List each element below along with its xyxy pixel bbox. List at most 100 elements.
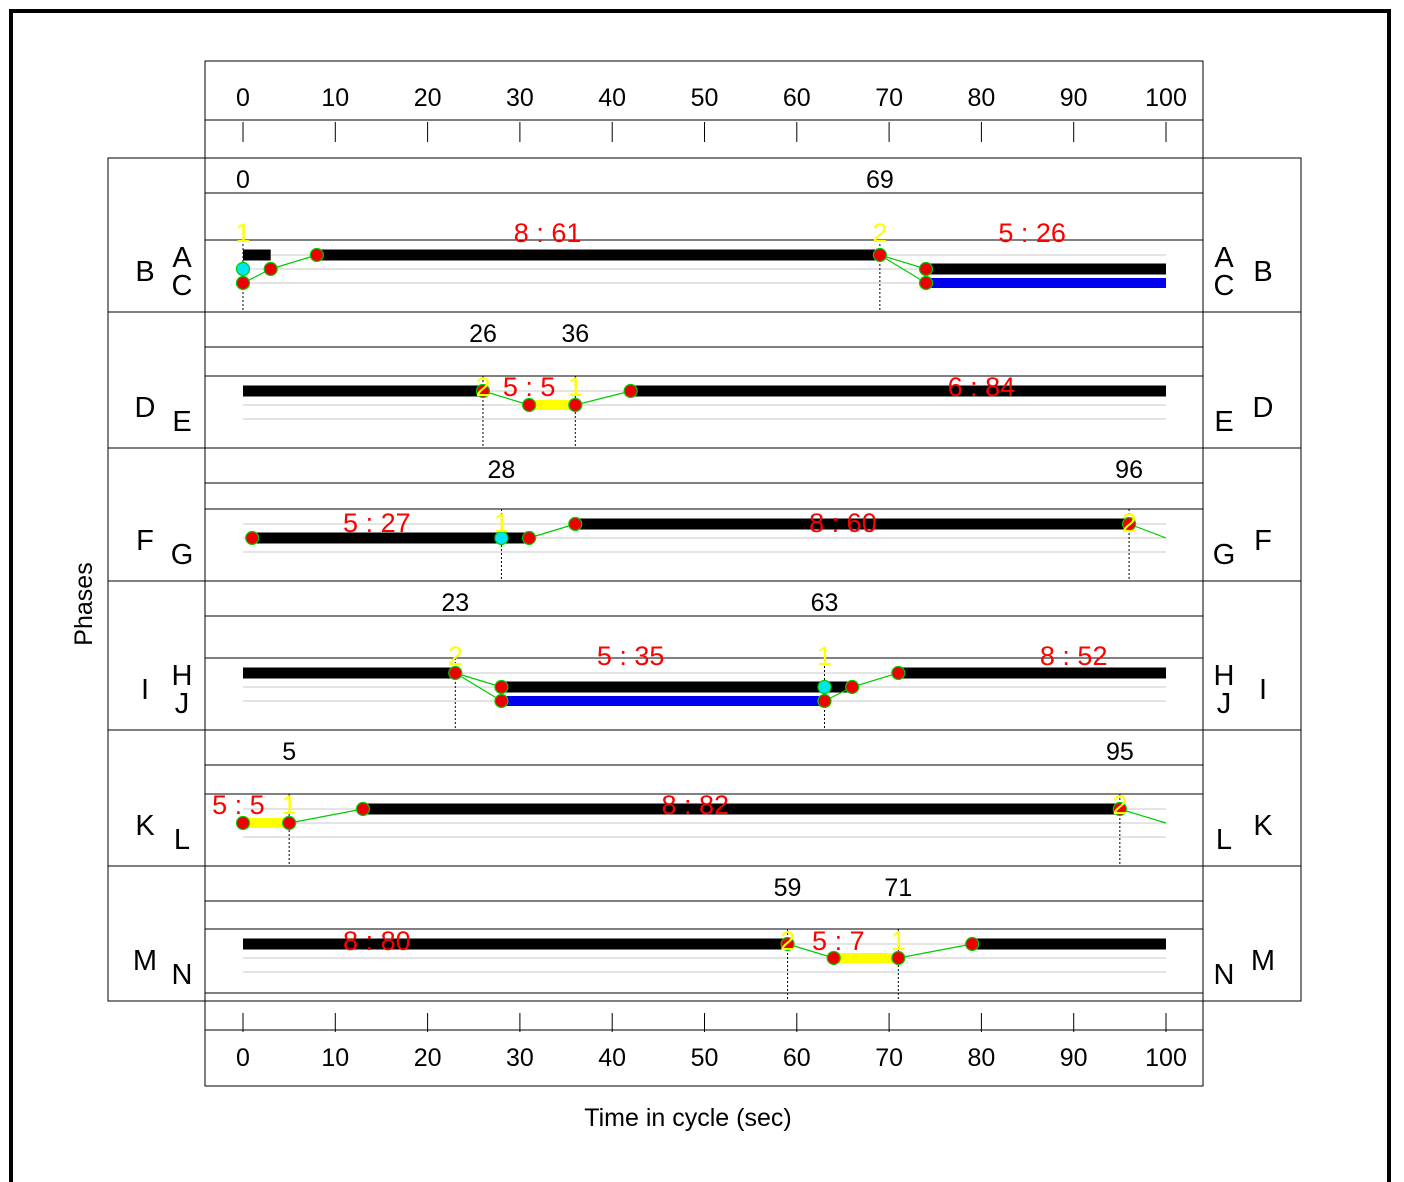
event-marker <box>845 679 860 695</box>
event-marker <box>494 679 509 695</box>
event-marker <box>235 815 251 831</box>
right-outer-phase-label: I <box>1259 674 1267 706</box>
right-outer-phase-label: K <box>1253 810 1273 842</box>
right-lower-phase-label: G <box>1213 539 1236 571</box>
transition-link <box>454 672 502 702</box>
change-time-label: 59 <box>774 874 802 902</box>
transition-link <box>575 390 631 406</box>
transition-link <box>787 943 834 959</box>
bottom-tick-label: 20 <box>414 1044 442 1072</box>
bottom-tick-label: 0 <box>236 1044 250 1072</box>
x-axis-title: Time in cycle (sec) <box>584 1104 791 1132</box>
group-outer-box <box>107 580 1302 731</box>
left-outer-phase-label: B <box>135 256 154 288</box>
event-marker <box>475 383 491 399</box>
right-outer-phase-label: F <box>1254 525 1272 557</box>
stage-label: 1 <box>568 372 583 402</box>
event-marker <box>780 936 795 952</box>
event-marker <box>872 247 887 263</box>
interval-label: 8 : 80 <box>343 926 411 956</box>
event-marker <box>891 665 906 681</box>
right-outer-phase-label: B <box>1253 256 1272 288</box>
stage-label: 1 <box>282 790 297 820</box>
transition-link <box>528 523 576 539</box>
event-marker <box>965 936 980 952</box>
left-upper-phase-label: H <box>172 660 193 692</box>
event-marker <box>817 679 832 695</box>
group-outer-box <box>107 157 1302 313</box>
change-time-label: 63 <box>811 589 839 617</box>
y-axis-title: Phases <box>70 562 98 645</box>
transition-link <box>879 254 927 270</box>
interval-label: 8 : 60 <box>809 508 877 538</box>
right-lower-phase-label: N <box>1214 959 1235 991</box>
left-upper-phase-label: A <box>172 242 192 274</box>
group-outer-box <box>107 865 1302 1002</box>
interval-label: 5 : 7 <box>812 926 865 956</box>
top-tick-label: 10 <box>321 84 349 112</box>
interval-label: 8 : 52 <box>1040 641 1108 671</box>
stage-label: 1 <box>494 508 509 538</box>
bottom-tick-label: 50 <box>691 1044 719 1072</box>
bottom-axis-box <box>204 992 1204 1087</box>
interval-label: 5 : 26 <box>998 218 1066 248</box>
event-marker <box>1112 801 1127 817</box>
top-tick-label: 40 <box>598 84 626 112</box>
phase-group: 28 961 25 : 27 8 : 60F FG G <box>107 447 1302 582</box>
transition-link <box>852 672 899 688</box>
interval-label: 5 : 35 <box>597 641 665 671</box>
transition-link <box>898 943 973 959</box>
right-lower-phase-label: J <box>1217 688 1232 720</box>
event-marker <box>263 261 278 277</box>
event-marker <box>448 665 463 681</box>
stage-label: 2 <box>1122 508 1137 538</box>
event-marker <box>826 950 841 966</box>
event-marker <box>235 261 251 277</box>
event-marker <box>245 530 260 546</box>
event-marker <box>918 261 934 277</box>
interval-label: 8 : 61 <box>514 218 582 248</box>
event-marker <box>355 801 371 817</box>
event-marker <box>623 383 638 399</box>
stage-label: 2 <box>448 641 463 671</box>
stage-label: 2 <box>1112 790 1127 820</box>
right-outer-phase-label: M <box>1251 945 1275 977</box>
stage-label: 2 <box>780 926 795 956</box>
phase-group: 59 712 18 : 80 5 : 7M MN N <box>107 865 1302 1002</box>
top-tick-label: 80 <box>967 84 995 112</box>
top-tick-label: 20 <box>414 84 442 112</box>
change-time-label: 0 <box>236 166 250 194</box>
top-tick-label: 50 <box>691 84 719 112</box>
interval-label: 5 : 5 <box>212 790 265 820</box>
right-upper-phase-label: H <box>1214 660 1235 692</box>
left-lower-phase-label: L <box>174 824 190 856</box>
interval-label: 8 : 82 <box>661 790 729 820</box>
bottom-tick-label: 70 <box>875 1044 903 1072</box>
top-tick-label: 100 <box>1145 84 1187 112</box>
transition-link <box>482 390 530 406</box>
change-time-label: 36 <box>561 320 589 348</box>
left-outer-phase-label: I <box>141 674 149 706</box>
bottom-tick-label: 60 <box>783 1044 811 1072</box>
stage-label: 1 <box>891 926 906 956</box>
stage-label: 1 <box>235 218 250 248</box>
left-lower-phase-label: C <box>172 270 193 302</box>
left-lower-phase-label: N <box>172 959 193 991</box>
bottom-tick-label: 90 <box>1060 1044 1088 1072</box>
interval-label: 5 : 27 <box>343 508 411 538</box>
left-outer-phase-label: F <box>136 525 154 557</box>
right-upper-phase-label: A <box>1214 242 1234 274</box>
interval-label: 5 : 5 <box>503 372 556 402</box>
transition-link <box>1119 808 1167 824</box>
change-time-label: 26 <box>469 320 497 348</box>
event-marker <box>1121 516 1137 532</box>
interval-label: 6 : 84 <box>948 372 1016 402</box>
change-time-label: 95 <box>1106 738 1134 766</box>
left-outer-phase-label: M <box>133 945 157 977</box>
transition-link <box>455 672 502 688</box>
left-lower-phase-label: J <box>175 688 190 720</box>
transition-link <box>270 254 318 270</box>
